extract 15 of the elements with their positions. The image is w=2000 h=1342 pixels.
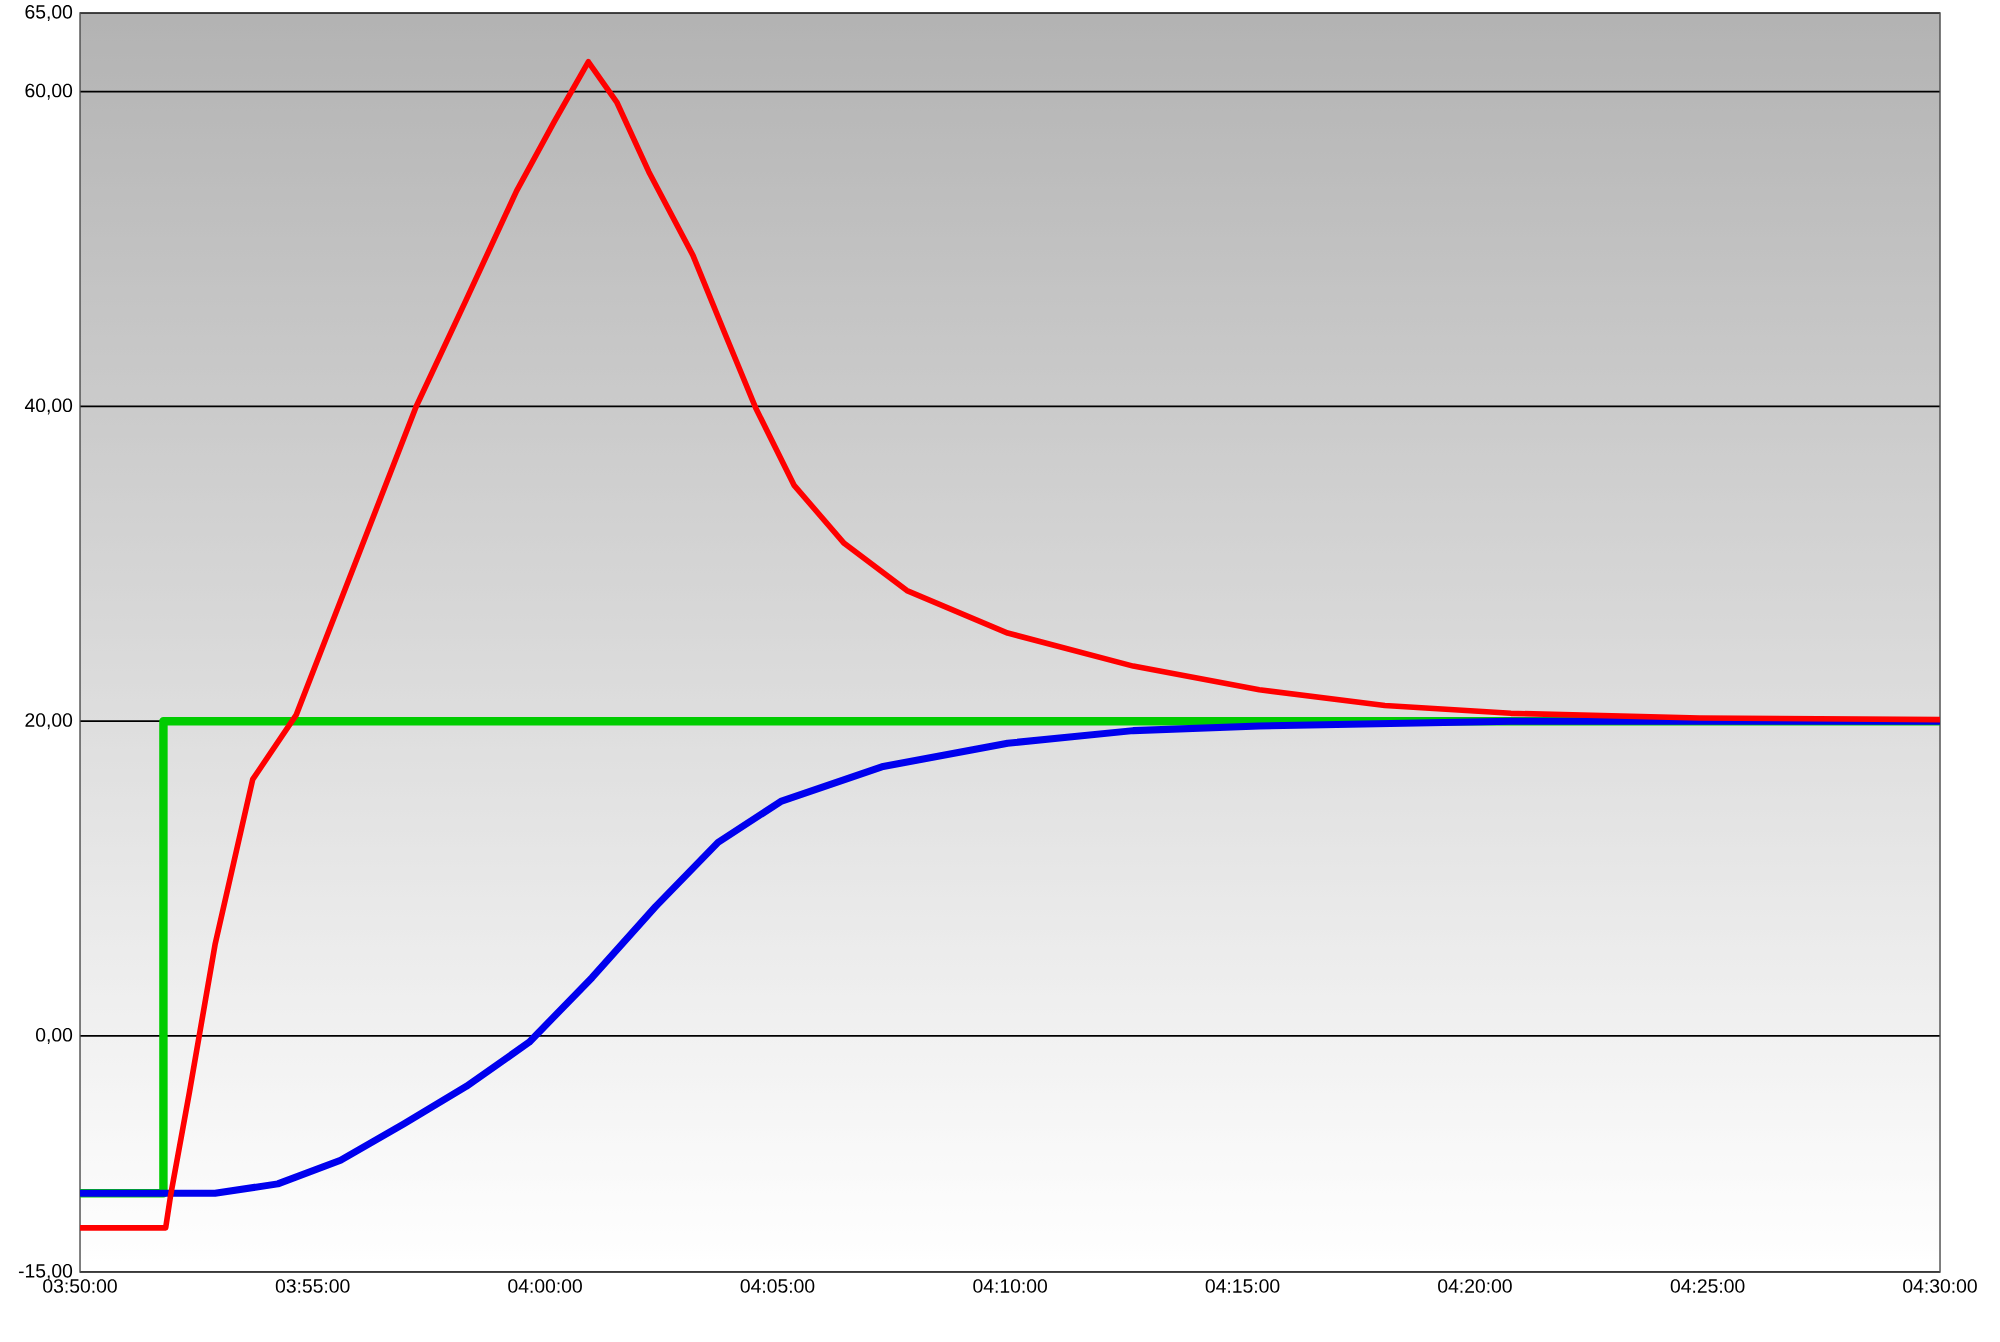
y-tick-label: 0,00 (36, 1027, 73, 1044)
y-tick-label: -15,00 (18, 1264, 73, 1280)
x-tick-label: 04:10:00 (973, 1279, 1047, 1293)
x-tick-label: 04:00:00 (508, 1279, 582, 1293)
y-tick-label: 60,00 (25, 83, 73, 100)
y-tick-label: 40,00 (24, 398, 73, 415)
x-tick-label: 04:30:00 (1903, 1279, 1977, 1293)
x-tick-label: 04:20:00 (1438, 1279, 1512, 1293)
x-tick-label: 03:55:00 (275, 1279, 350, 1293)
x-tick-label: 04:25:00 (1670, 1279, 1745, 1293)
y-tick-label: 20,00 (25, 713, 73, 730)
x-tick-label: 03:50:00 (43, 1279, 117, 1293)
y-tick-label: 65,00 (25, 5, 73, 21)
x-tick-label: 04:15:00 (1205, 1279, 1280, 1293)
x-tick-label: 04:05:00 (740, 1279, 815, 1293)
